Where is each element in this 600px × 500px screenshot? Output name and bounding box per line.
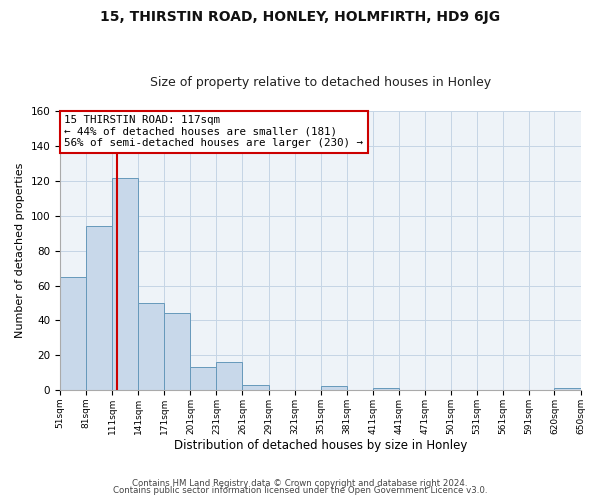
Bar [112,178,138,390]
Bar [320,386,347,390]
Title: Size of property relative to detached houses in Honley: Size of property relative to detached ho… [150,76,491,90]
X-axis label: Distribution of detached houses by size in Honley: Distribution of detached houses by size … [173,440,467,452]
Bar [164,314,190,390]
Bar [373,388,399,390]
Bar [138,303,164,390]
Y-axis label: Number of detached properties: Number of detached properties [15,163,25,338]
Text: Contains public sector information licensed under the Open Government Licence v3: Contains public sector information licen… [113,486,487,495]
Bar [554,388,581,390]
Text: 15 THIRSTIN ROAD: 117sqm
← 44% of detached houses are smaller (181)
56% of semi-: 15 THIRSTIN ROAD: 117sqm ← 44% of detach… [64,115,364,148]
Bar [86,226,112,390]
Bar [242,384,269,390]
Bar [190,368,217,390]
Bar [217,362,242,390]
Text: Contains HM Land Registry data © Crown copyright and database right 2024.: Contains HM Land Registry data © Crown c… [132,478,468,488]
Bar [60,277,86,390]
Text: 15, THIRSTIN ROAD, HONLEY, HOLMFIRTH, HD9 6JG: 15, THIRSTIN ROAD, HONLEY, HOLMFIRTH, HD… [100,10,500,24]
